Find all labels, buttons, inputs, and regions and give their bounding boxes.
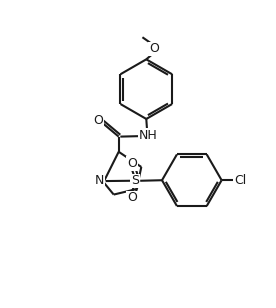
Text: O: O [127,191,137,205]
Text: O: O [93,114,103,127]
Text: O: O [149,42,159,55]
Text: N: N [95,174,104,187]
Text: NH: NH [139,129,158,142]
Text: S: S [131,174,139,187]
Text: O: O [127,157,137,170]
Text: Cl: Cl [234,174,246,187]
